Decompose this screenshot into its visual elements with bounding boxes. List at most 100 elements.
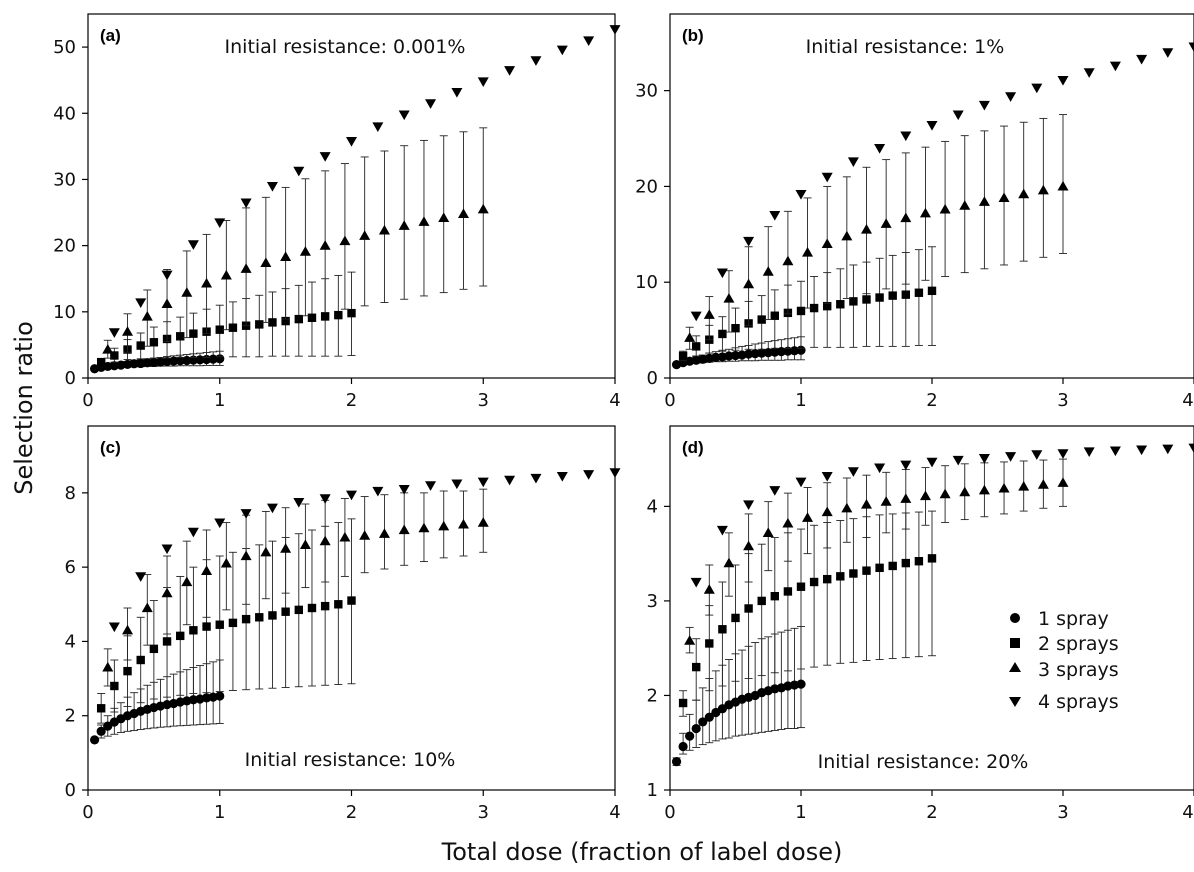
panel-annotation: Initial resistance: 1% [806,36,1005,58]
data-point-triangle-up [802,247,814,257]
series-1-spray [671,625,806,767]
panel-annotation: Initial resistance: 0.001% [225,36,466,58]
data-point-square [162,637,172,646]
data-point-triangle-down [1083,447,1095,458]
data-point-triangle-up [684,635,696,645]
data-point-circle [783,346,793,356]
data-point-square [334,310,343,320]
data-point-square [176,332,185,341]
data-point-triangle-down [556,45,568,56]
data-point-triangle-down [135,572,147,582]
legend-label: 4 sprays [1038,691,1119,713]
data-point-triangle-down [874,143,886,154]
data-point-triangle-down [346,136,357,147]
data-point-triangle-down [1188,42,1194,53]
data-point-square [307,603,317,613]
data-point-square [927,554,937,563]
x-tick-label: 2 [926,390,937,411]
data-point-triangle-up [684,332,696,342]
data-point-square [136,341,145,350]
data-point-square [770,311,779,320]
data-point-circle [744,349,754,359]
data-point-square [901,290,910,299]
data-point-triangle-down [583,36,595,46]
data-point-triangle-up [782,255,794,266]
legend-label: 2 sprays [1038,633,1119,655]
data-point-circle [175,356,185,366]
data-point-triangle-up [201,277,213,288]
data-point-circle [671,757,682,767]
data-point-triangle-up [880,496,892,506]
series-2-sprays [678,510,937,717]
panel-label: (c) [100,438,121,457]
x-tick-label: 0 [664,802,675,823]
data-point-triangle-up [359,230,371,240]
series-3-sprays [102,127,489,359]
data-point-triangle-up [1057,180,1069,191]
data-point-triangle-down [398,110,410,121]
x-tick-label: 1 [795,390,806,411]
data-point-square [320,601,330,611]
data-point-triangle-up [418,522,430,533]
data-point-circle [182,355,192,366]
y-tick-label: 30 [635,81,658,102]
data-point-triangle-up [438,520,450,531]
y-tick-label: 4 [647,496,658,517]
data-point-triangle-down [451,479,463,490]
data-point-circle [96,726,106,736]
data-point-circle [763,348,773,358]
data-point-square [914,288,924,297]
data-point-circle [208,354,218,364]
data-point-square [692,342,701,351]
legend-item-3-sprays: 3 sprays [1009,659,1119,681]
data-point-triangle-up [919,207,931,218]
data-point-triangle-up [161,587,173,598]
data-series-group [671,42,1194,370]
data-point-triangle-up [299,246,311,256]
data-point-triangle-up [398,524,410,535]
data-point-triangle-down [1109,61,1121,72]
data-point-triangle-down [1005,452,1017,462]
data-point-triangle-up [457,518,469,529]
data-point-triangle-up [762,527,774,537]
data-point-triangle-down [214,218,226,228]
data-point-square [268,611,277,620]
data-point-triangle-up [723,292,735,303]
x-tick-label: 2 [926,802,937,823]
data-point-circle [129,359,139,369]
x-tick-label: 2 [346,390,357,411]
data-point-square [862,566,871,575]
data-point-triangle-up [378,224,390,235]
data-point-square [927,286,937,296]
data-point-triangle-up [1037,479,1049,489]
data-point-triangle-down [609,468,621,478]
data-point-square [809,303,819,313]
data-point-circle [195,355,205,365]
data-point-square [705,639,714,648]
data-point-square [757,315,766,324]
data-point-triangle-up [102,344,114,354]
data-point-triangle-up [457,208,469,218]
data-point-triangle-down [1109,446,1121,457]
data-point-triangle-down [293,166,305,177]
legend-item-2-sprays: 2 sprays [1010,633,1119,655]
data-point-triangle-up [299,539,311,549]
data-point-triangle-up [418,216,430,226]
data-point-square [770,591,779,601]
data-point-triangle-up [438,212,450,222]
data-point-circle [691,723,701,734]
data-point-square [849,569,858,578]
x-tick-label: 1 [214,802,225,823]
data-point-triangle-up [978,484,990,495]
data-point-triangle-down [187,240,199,250]
y-tick-label: 8 [65,483,76,504]
data-point-circle [698,717,708,727]
data-point-triangle-down [108,328,120,338]
y-tick-label: 20 [635,176,658,197]
x-tick-label: 4 [1182,390,1193,411]
data-point-square [294,605,303,615]
data-point-triangle-up [939,488,951,499]
y-tick-label: 0 [647,368,658,389]
data-point-square [136,655,145,665]
